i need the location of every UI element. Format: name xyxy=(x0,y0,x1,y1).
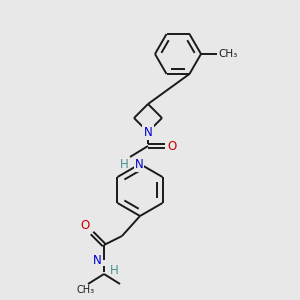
Text: H: H xyxy=(110,264,119,277)
Text: N: N xyxy=(93,254,102,266)
Text: O: O xyxy=(167,140,176,152)
Text: O: O xyxy=(81,219,90,232)
Text: CH₃: CH₃ xyxy=(218,49,237,59)
Text: N: N xyxy=(135,158,144,171)
Text: CH₃: CH₃ xyxy=(77,285,95,295)
Text: N: N xyxy=(144,125,152,139)
Text: H: H xyxy=(120,158,129,171)
